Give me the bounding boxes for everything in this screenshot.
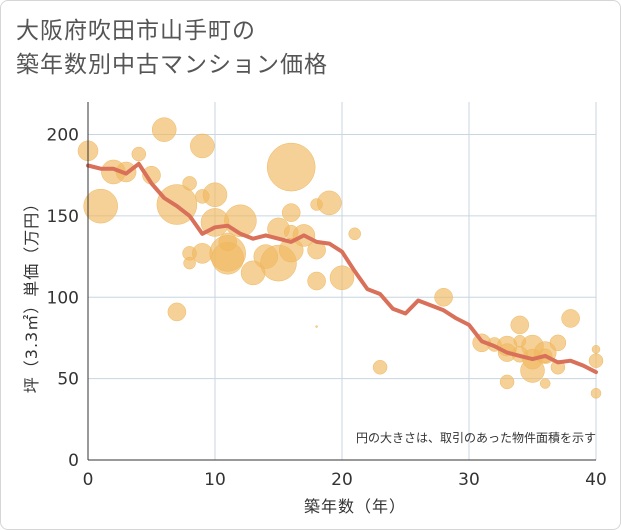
- y-axis-label: 坪（3.3㎡）単価（万円）: [22, 195, 41, 393]
- y-tick-label: 50: [57, 370, 79, 390]
- bubble-point: [348, 227, 361, 241]
- bubble-point: [434, 288, 453, 307]
- bubble-point: [182, 176, 197, 191]
- y-tick-label: 150: [47, 207, 79, 227]
- bubble-point: [372, 359, 388, 375]
- x-tick-label: 20: [331, 470, 353, 490]
- trend-line-layer: [86, 161, 598, 375]
- bubble-point: [192, 243, 213, 264]
- y-tick-label: 0: [68, 451, 79, 471]
- bubble-point: [590, 388, 602, 399]
- chart-title-line-2: 築年数別中古マンション価格: [16, 52, 328, 78]
- bubble-point: [561, 309, 580, 328]
- bubble-point: [281, 203, 301, 222]
- axes-layer: [87, 102, 596, 461]
- x-axis-label: 築年数（年）: [304, 497, 406, 516]
- bubble-point: [499, 374, 515, 390]
- x-tick-label: 0: [83, 470, 94, 490]
- tick-labels: 0 10 20 30 40 0 50 100 150 200: [47, 126, 607, 490]
- bubble-point: [588, 353, 604, 368]
- bubble-point: [131, 146, 147, 162]
- bubble-point: [190, 133, 215, 159]
- bubble-point: [539, 378, 551, 389]
- chart-title: 大阪府吹田市山手町の 築年数別中古マンション価格: [16, 14, 328, 82]
- x-tick-label: 30: [458, 470, 480, 490]
- x-tick-label: 40: [585, 470, 607, 490]
- bubble-point: [317, 190, 342, 216]
- bubble-point: [591, 345, 601, 354]
- y-tick-label: 200: [47, 126, 79, 146]
- x-tick-label: 10: [204, 470, 226, 490]
- chart-title-line-1: 大阪府吹田市山手町の: [16, 18, 256, 44]
- bubble-point: [510, 315, 530, 335]
- y-tick-label: 100: [47, 288, 79, 308]
- bubble-point: [211, 241, 244, 275]
- bubble-point: [83, 188, 118, 224]
- bubble-point: [549, 334, 567, 352]
- bubble-point: [183, 256, 196, 270]
- bubble-point: [167, 302, 187, 322]
- bubble-point: [307, 271, 326, 291]
- bubble-point: [315, 325, 318, 328]
- bubble-point: [329, 265, 355, 290]
- average-price-line: [86, 161, 598, 375]
- bubble-size-note: 円の大きさは、取引のあった物件面積を示す: [356, 430, 596, 445]
- bubble-point: [266, 142, 316, 192]
- bubble-point: [151, 117, 177, 142]
- bubble-point: [202, 182, 228, 208]
